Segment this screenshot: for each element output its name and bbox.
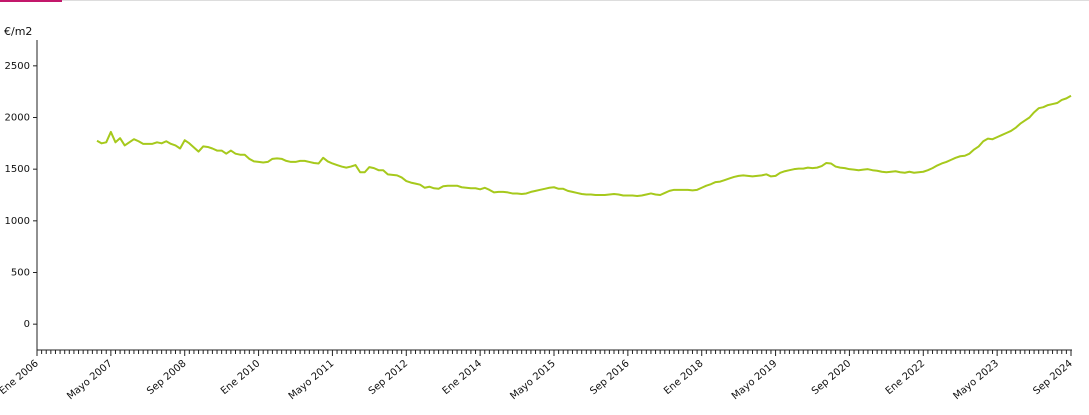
y-tick-label: 1500 <box>5 164 30 175</box>
tab-indicator <box>0 0 62 2</box>
x-tick-label: Ene 2014 <box>441 358 484 397</box>
y-tick-label: 500 <box>11 268 30 279</box>
x-tick-label: Mayo 2007 <box>65 358 115 402</box>
data-line <box>96 94 1072 198</box>
x-tick-label: Ene 2018 <box>662 358 705 397</box>
y-tick-label: 1000 <box>5 216 30 227</box>
x-tick-label: Sep 2008 <box>145 358 188 397</box>
x-tick-label: Sep 2020 <box>810 358 853 397</box>
x-tick-label: Ene 2022 <box>884 358 927 397</box>
y-axis-label: €/m2 <box>4 25 32 38</box>
x-tick-label: Sep 2012 <box>367 358 410 397</box>
x-tick-label: Mayo 2023 <box>951 358 1001 402</box>
y-tick-label: 2000 <box>5 113 30 124</box>
x-tick-label: Ene 2006 <box>0 358 41 397</box>
y-tick-label: 0 <box>24 319 30 330</box>
x-tick-label: Mayo 2015 <box>508 358 558 402</box>
x-tick-label: Mayo 2011 <box>287 358 337 402</box>
x-tick-label: Sep 2016 <box>588 358 631 397</box>
x-tick-label: Ene 2010 <box>219 358 262 397</box>
y-tick-label: 2500 <box>5 61 30 72</box>
x-tick-label: Mayo 2019 <box>730 358 780 402</box>
x-tick-label: Sep 2024 <box>1031 358 1074 397</box>
